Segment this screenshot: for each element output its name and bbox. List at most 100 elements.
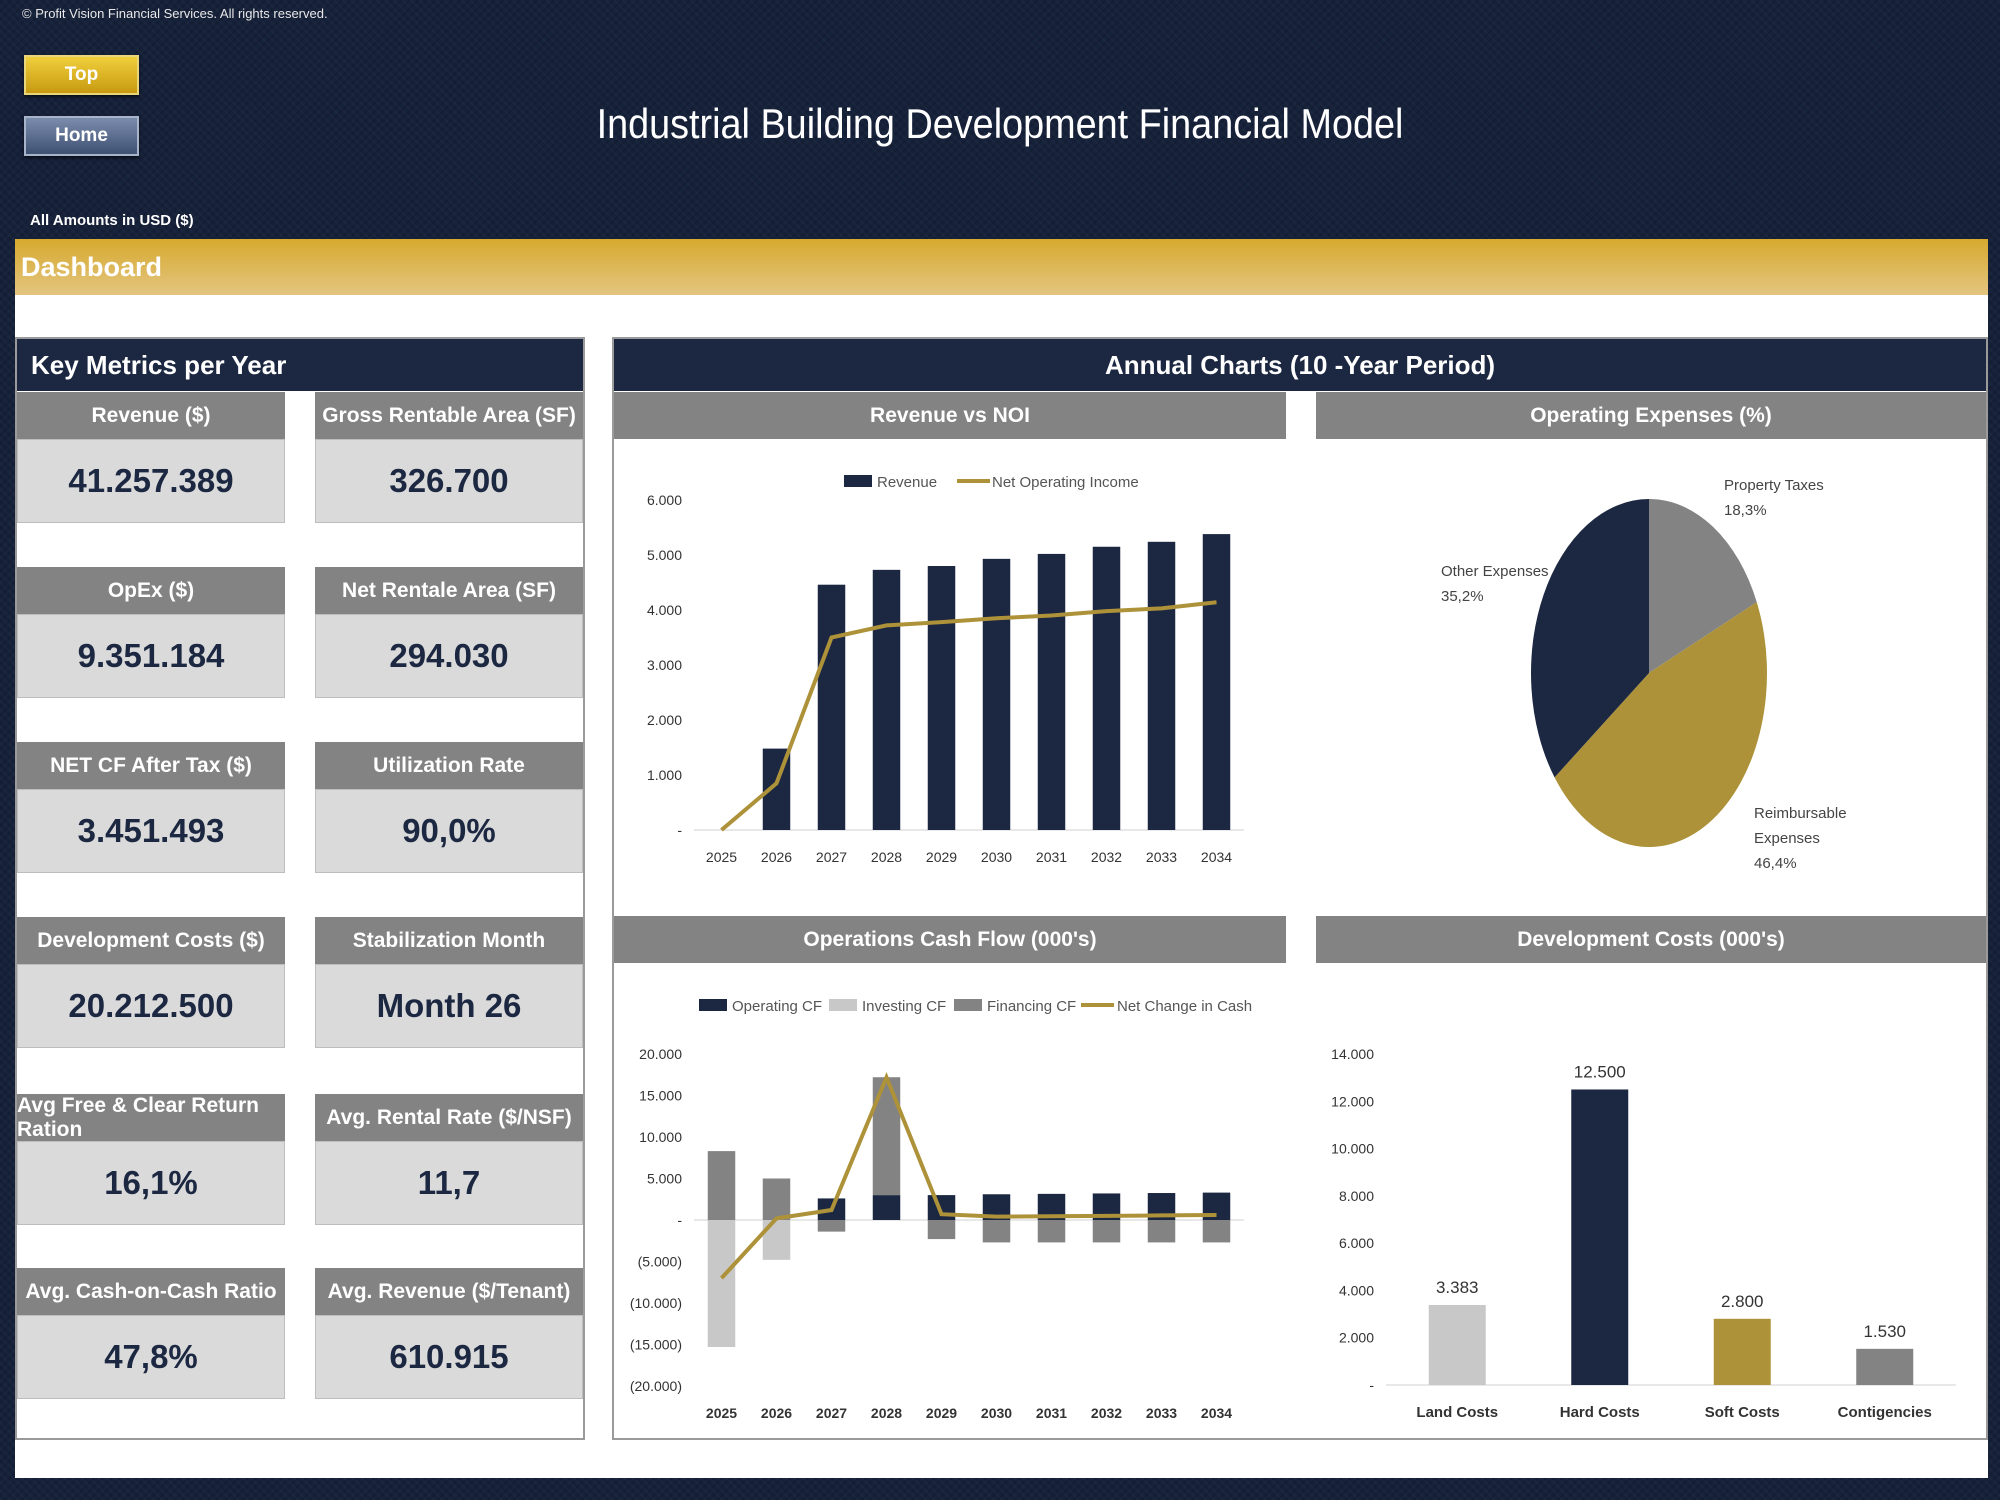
x-tick-label: 2031 [1036,849,1067,865]
y-tick-label: 6.000 [1339,1235,1374,1251]
annual-charts-panel [612,337,1988,1440]
chart-title-ops-cash-flow: Operations Cash Flow (000's) [614,916,1286,963]
financing-cf-bar [872,1077,901,1196]
x-tick-label: 2034 [1201,1405,1232,1421]
y-tick-label: 2.000 [647,712,682,728]
legend-label-net-change-in-cash: Net Change in Cash [1117,998,1252,1015]
financing-cf-bar [1037,1220,1066,1243]
financing-cf-bar [1147,1220,1176,1243]
y-tick-label: - [677,1212,682,1228]
x-tick-label: Soft Costs [1705,1404,1780,1421]
metric-value-free-clear-return: 16,1% [17,1141,285,1225]
legend-label-revenue: Revenue [877,474,937,491]
page-title: Industrial Building Development Financia… [596,100,1404,147]
pie-slice-property-taxes [1649,499,1757,673]
y-tick-label: - [1369,1377,1374,1393]
y-tick-label: 10.000 [639,1129,682,1145]
financing-cf-bar [982,1220,1011,1243]
y-tick-label: 10.000 [1331,1141,1374,1157]
x-tick-label: 2032 [1091,849,1122,865]
y-tick-label: (15.000) [630,1337,682,1353]
data-label: 12.500 [1574,1062,1626,1081]
metric-label-opex: OpEx ($) [17,567,285,614]
legend-swatch-financing-cf [954,999,982,1011]
metric-value-avg-rental-rate: 11,7 [315,1141,583,1225]
y-tick-label: 5.000 [647,547,682,563]
metric-value-stabilization-month: Month 26 [315,964,583,1048]
x-tick-label: Hard Costs [1560,1404,1640,1421]
financing-cf-bar [817,1220,846,1232]
section-title: Dashboard [15,239,1988,295]
noi-line [720,600,1217,832]
x-tick-label: 2026 [761,1405,792,1421]
chart-title-dev-costs: Development Costs (000's) [1316,916,1986,963]
x-tick-label: 2029 [926,1405,957,1421]
x-tick-label: 2030 [981,849,1012,865]
data-label: 1.530 [1863,1322,1906,1341]
revenue-bar [1147,541,1176,830]
y-tick-label: 2.000 [1339,1330,1374,1346]
metric-label-gross-rentable-area: Gross Rentable Area (SF) [315,392,583,439]
metric-value-utilization-rate: 90,0% [315,789,583,873]
x-tick-label: 2033 [1146,1405,1177,1421]
investing-cf-bar [707,1220,736,1347]
y-tick-label: 15.000 [639,1088,682,1104]
y-tick-label: 20.000 [639,1046,682,1062]
x-tick-label: Land Costs [1416,1404,1498,1421]
chart-title-revenue-noi: Revenue vs NOI [614,392,1286,439]
x-tick-label: 2028 [871,1405,902,1421]
metric-value-net-cf-after-tax: 3.451.493 [17,789,285,873]
financing-cf-bar [1092,1220,1121,1243]
metric-value-development-costs: 20.212.500 [17,964,285,1048]
y-tick-label: (10.000) [630,1295,682,1311]
y-tick-label: (5.000) [638,1254,682,1270]
legend-swatch-investing-cf [829,999,857,1011]
y-tick-label: (20.000) [630,1378,682,1394]
financing-cf-bar [762,1178,791,1220]
legend-swatch-operating-cf [699,999,727,1011]
x-tick-label: 2025 [706,849,737,865]
metric-value-net-rentable-area: 294.030 [315,614,583,698]
x-tick-label: 2033 [1146,849,1177,865]
x-tick-label: 2032 [1091,1405,1122,1421]
metric-value-avg-revenue-tenant: 610.915 [315,1315,583,1399]
home-button[interactable]: Home [24,116,139,156]
x-tick-label: 2034 [1201,849,1232,865]
pie-label-expenses: Expenses [1754,830,1820,847]
data-label: 2.800 [1721,1292,1764,1311]
legend-label-operating-cf: Operating CF [732,998,822,1015]
x-tick-label: 2027 [816,849,847,865]
currency-note: All Amounts in USD ($) [30,212,194,229]
y-tick-label: 4.000 [647,602,682,618]
x-tick-label: 2025 [706,1405,737,1421]
copyright-text: © Profit Vision Financial Services. All … [22,6,328,21]
operating-cf-bar [872,1195,901,1220]
y-tick-label: 5.000 [647,1171,682,1187]
metric-value-cash-on-cash: 47,8% [17,1315,285,1399]
y-tick-label: 14.000 [1331,1046,1374,1062]
revenue-bar [872,569,901,830]
legend-label-investing-cf: Investing CF [862,998,946,1015]
top-button[interactable]: Top [24,55,139,95]
pie-slice-reimbursable-expenses [1554,602,1768,848]
dev-cost-bar-soft-costs [1713,1318,1771,1385]
y-tick-label: - [677,822,682,838]
data-label: 3.383 [1436,1278,1479,1297]
pie-label-property-taxes: Property Taxes [1724,477,1824,494]
pie-label-reimbursable: Reimbursable [1754,805,1847,822]
x-tick-label: 2026 [761,849,792,865]
opex-pie-chart: Property Taxes 18,3% Reimbursable Expenses 4… [1441,477,1847,872]
financing-cf-bar [927,1220,956,1240]
metric-label-utilization-rate: Utilization Rate [315,742,583,789]
pie-value-reimbursable: 46,4% [1754,855,1797,872]
revenue-noi-chart: - 1.000 2.000 3.000 4.000 5.000 6.000 2025 2026 2… [647,474,1244,865]
metric-value-gross-rentable-area: 326.700 [315,439,583,523]
dev-cost-bar-land-costs [1428,1305,1486,1385]
financing-cf-bar [707,1151,736,1220]
y-tick-label: 6.000 [647,492,682,508]
revenue-bar [982,558,1011,830]
metric-label-cash-on-cash: Avg. Cash-on-Cash Ratio [17,1268,285,1315]
metric-label-avg-revenue-tenant: Avg. Revenue ($/Tenant) [315,1268,583,1315]
financing-cf-bar [1202,1220,1231,1243]
legend-label-noi: Net Operating Income [992,474,1139,491]
